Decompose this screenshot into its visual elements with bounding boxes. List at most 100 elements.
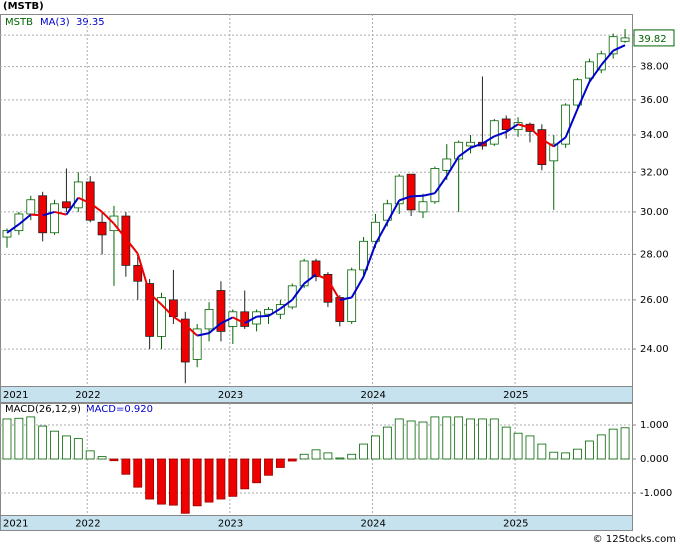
macd-bar xyxy=(513,432,523,460)
ma-segment xyxy=(362,243,377,278)
macd-bar xyxy=(157,458,166,505)
x-tick-label: 2022 xyxy=(75,390,100,401)
ma-segment xyxy=(113,223,127,240)
x-tick-label: 2021 xyxy=(3,390,28,401)
y-tick-label: -1.000 xyxy=(640,488,672,499)
candle-body xyxy=(371,221,380,242)
x-band xyxy=(0,515,633,531)
x-tick-label: 2022 xyxy=(75,519,100,530)
ma-segment xyxy=(398,195,412,202)
candle-body xyxy=(121,215,131,266)
macd-bar xyxy=(323,452,333,460)
x-tick-label: 2024 xyxy=(360,390,385,401)
x-band xyxy=(0,386,633,403)
ma-segment xyxy=(576,81,591,110)
ma-segment xyxy=(422,192,436,197)
legend-macd: MACD(26,12,9) xyxy=(5,404,81,415)
candle-body xyxy=(454,141,464,160)
macd-bar xyxy=(14,417,24,460)
ma-segment xyxy=(553,136,567,148)
ma-segment xyxy=(445,156,460,177)
macd-bar xyxy=(50,430,59,460)
x-tick-label: 2023 xyxy=(218,390,243,401)
ma-segment xyxy=(517,123,531,129)
ma-segment xyxy=(386,199,401,223)
candle-body xyxy=(240,311,250,327)
candle-body xyxy=(549,143,559,162)
macd-bar xyxy=(62,435,71,460)
macd-bar xyxy=(561,452,571,460)
ma-segment xyxy=(339,296,352,301)
candle-body xyxy=(264,309,273,315)
macd-bar xyxy=(299,453,309,460)
candle-body xyxy=(50,203,59,234)
macd-bar xyxy=(228,458,238,497)
macd-bar xyxy=(97,456,107,460)
candle-body xyxy=(133,265,143,282)
ma-segment xyxy=(89,202,103,213)
candle-body xyxy=(442,158,452,171)
last-price-box xyxy=(633,29,675,47)
macd-bar xyxy=(382,426,392,460)
candle-body xyxy=(537,129,547,166)
macd-bar xyxy=(180,458,190,514)
macd-bar xyxy=(192,458,202,507)
macd-bar xyxy=(501,426,511,460)
ma-segment xyxy=(350,276,365,299)
y-tick-label: 36.00 xyxy=(640,95,669,106)
macd-bar xyxy=(537,443,547,460)
ma-segment xyxy=(184,323,198,337)
macd-bar xyxy=(168,458,178,506)
candle-body xyxy=(430,168,440,203)
candle-body xyxy=(157,297,166,337)
candle-body xyxy=(335,297,345,322)
macd-bar xyxy=(26,416,36,460)
candle-body xyxy=(608,36,618,55)
y-tick-label: 32.00 xyxy=(640,167,669,178)
candle-body xyxy=(466,141,475,147)
candle-body xyxy=(311,260,321,278)
ma-segment xyxy=(279,299,293,310)
candle-body xyxy=(2,230,12,238)
ma-segment xyxy=(493,131,507,138)
macd-bar xyxy=(573,448,582,460)
last-price: 39.82 xyxy=(638,34,667,45)
macd-bar xyxy=(145,458,155,500)
macd-bar xyxy=(549,451,559,460)
macd-bar xyxy=(525,435,535,460)
candle-body xyxy=(73,181,83,209)
candle-body xyxy=(585,61,594,79)
ma-segment xyxy=(196,332,210,337)
candle-body xyxy=(97,221,107,236)
ma-segment xyxy=(148,292,163,306)
ma-segment xyxy=(434,175,448,194)
candle-body xyxy=(180,318,190,363)
y-tick-label: 0.000 xyxy=(640,454,669,465)
legend-ma: MA(3) xyxy=(40,17,70,28)
ma-segment xyxy=(30,213,43,217)
candle-body xyxy=(501,118,511,131)
macd-bar xyxy=(252,458,262,484)
ma-segment xyxy=(327,279,341,301)
ma-segment xyxy=(564,108,579,138)
candle-body xyxy=(418,201,428,213)
candle-body xyxy=(299,260,309,287)
x-tick-label: 2025 xyxy=(503,519,528,530)
macd-bar xyxy=(430,416,440,460)
macd-bar xyxy=(216,458,226,500)
ma-segment xyxy=(208,322,222,334)
ma-segment xyxy=(411,194,424,198)
candle-body xyxy=(359,240,368,271)
ma-segment xyxy=(18,213,32,226)
ma-segment xyxy=(588,64,603,83)
y-tick-label: 30.00 xyxy=(640,207,669,218)
x-tick-label: 2024 xyxy=(360,519,385,530)
x-tick-label: 2023 xyxy=(218,519,243,530)
ma-segment xyxy=(505,123,519,133)
ma-segment xyxy=(541,138,555,148)
ma-segment xyxy=(256,314,269,318)
y-tick-label: 38.00 xyxy=(640,62,669,73)
macd-bar xyxy=(371,435,380,460)
y-tick-label: 28.00 xyxy=(640,249,669,260)
ma-segment xyxy=(481,135,495,145)
